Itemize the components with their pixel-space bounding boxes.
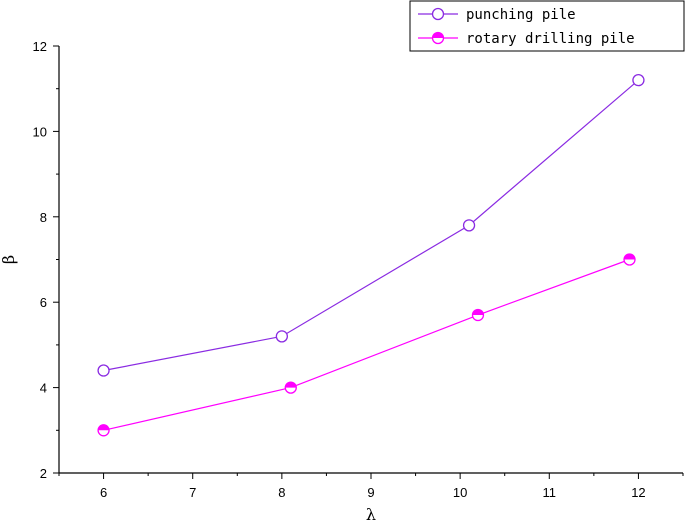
data-point [284,381,297,394]
x-tick-label: 9 [367,485,374,500]
x-tick-label: 12 [631,485,645,500]
x-axis-title: λ [366,505,376,524]
legend-marker [431,7,445,21]
series-line [103,79,639,372]
data-point [97,424,110,437]
x-tick-label: 11 [543,485,557,500]
legend-marker-shape [431,7,445,21]
legend-label: rotary drilling pile [466,31,635,47]
legend-marker [431,31,445,45]
y-axis-ticks: 2 4 6 8 10 12 [33,39,59,481]
y-tick-label: 2 [40,466,47,481]
y-tick-label: 12 [33,39,47,54]
legend-box [409,0,685,52]
y-tick-label: 10 [33,124,47,139]
x-tick-label: 7 [189,485,196,500]
series-punching-pile [97,74,645,377]
legend-item-rotary-drilling-pile: rotary drilling pile [418,31,635,47]
x-tick-label: 6 [100,485,107,500]
data-point [275,330,289,343]
data-point [623,253,636,266]
data-point [632,74,645,87]
legend-item-punching-pile: punching pile [418,7,576,23]
y-tick-label: 4 [40,381,47,396]
legend: punching pile rotary drilling pile [409,0,685,52]
y-tick-label: 8 [40,210,47,225]
legend-marker-shape [431,31,445,45]
y-axis-title: β [0,255,18,264]
series-line [103,258,630,431]
series-layer [97,74,645,437]
data-point [471,308,485,322]
legend-label: punching pile [466,7,576,23]
x-tick-label: 10 [453,485,467,500]
x-tick-label: 8 [278,485,285,500]
series-rotary-drilling-pile [97,253,636,437]
data-point [462,219,476,232]
x-axis-ticks: 6 7 8 9 10 11 12 [58,473,684,500]
data-point [97,364,110,377]
y-tick-label: 6 [40,295,47,310]
axes [58,46,683,474]
